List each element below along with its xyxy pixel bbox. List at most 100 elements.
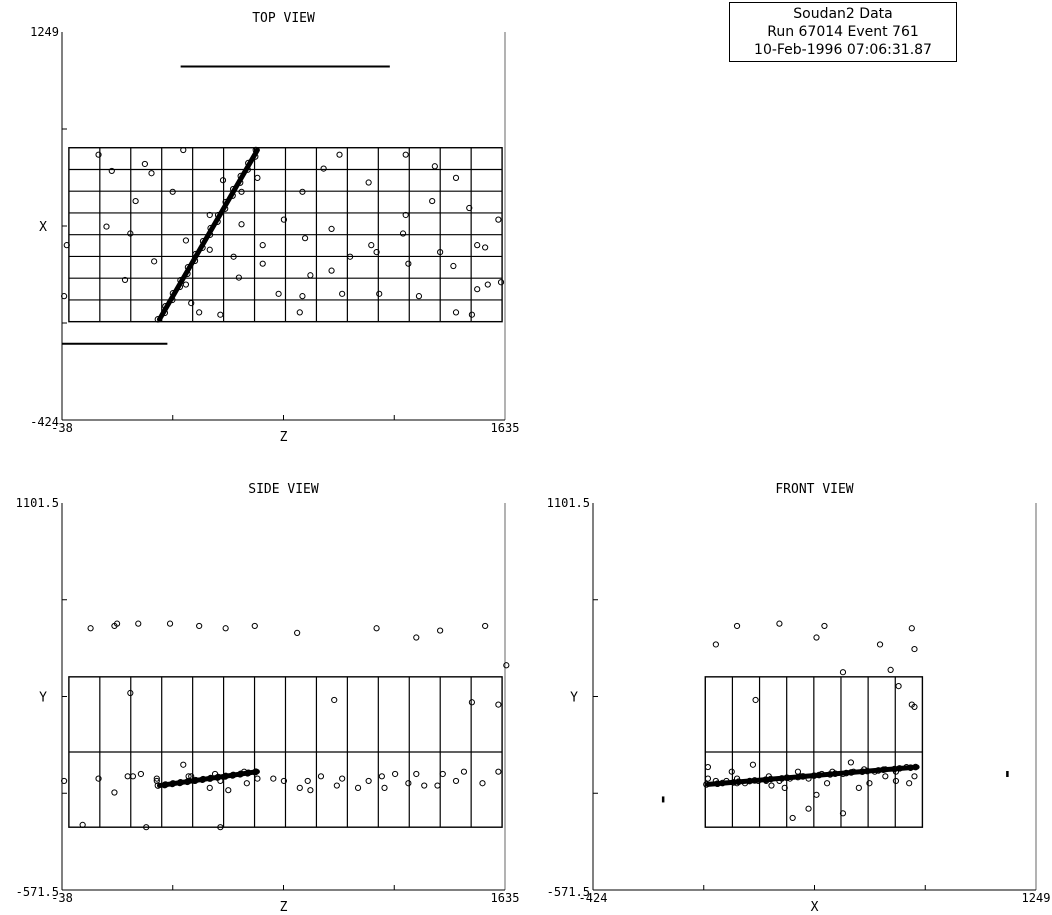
y-tick-label-min: -571.5 (16, 885, 59, 899)
hit-point (296, 784, 303, 791)
hit-point (450, 262, 457, 270)
track-hit (252, 146, 260, 154)
track-hit (162, 781, 169, 788)
hit-point (460, 768, 468, 775)
track-hit (831, 770, 839, 778)
hit-point (482, 244, 489, 251)
hit-point (169, 188, 176, 195)
hit-point (429, 197, 436, 205)
track-hit (230, 185, 237, 193)
side-view-panel: SIDE VIEW Z Y -38 1635 1101.5 -571.5 (16, 482, 520, 915)
track-hit (154, 316, 162, 323)
hit-point (137, 770, 145, 778)
track-hit (245, 159, 252, 167)
track-hit (206, 231, 214, 238)
x-tick-label-max: 1249 (1022, 891, 1051, 905)
track-hit (199, 244, 206, 252)
track-hit (237, 770, 245, 778)
track-hit (177, 779, 184, 786)
muon-track (705, 764, 920, 787)
x-tick-label-max: 1635 (491, 421, 520, 435)
track-hit (799, 773, 807, 780)
hit-point (468, 699, 476, 706)
hit-point (328, 225, 335, 232)
track-hit (222, 198, 230, 206)
y-axis-label: Y (570, 691, 578, 706)
track-hit (192, 250, 199, 258)
hit-point (153, 777, 160, 785)
hit-point (243, 780, 250, 787)
hit-point (196, 309, 203, 316)
hit-point (339, 290, 346, 297)
hit-point (495, 768, 502, 775)
hit-point (368, 242, 375, 249)
hit-point (503, 662, 510, 669)
hit-point (251, 622, 258, 630)
hit-point (280, 777, 287, 785)
hit-point (392, 770, 399, 778)
hit-point (911, 645, 918, 653)
track-hit (169, 290, 177, 297)
hit-point (813, 634, 820, 641)
y-tick-label-min: -571.5 (547, 885, 590, 899)
track-hit (229, 192, 236, 199)
hit-point (217, 824, 224, 831)
x-axis-label: Z (280, 900, 288, 915)
hit-point (180, 146, 187, 154)
hit-point (813, 791, 820, 798)
track-hit (214, 773, 222, 781)
hit-point (331, 696, 338, 704)
hit-point (61, 777, 68, 785)
y-axis-label: X (39, 220, 47, 235)
hit-point (206, 784, 213, 791)
hit-point (238, 188, 245, 195)
hit-point (452, 777, 460, 785)
hit-point (402, 211, 409, 219)
hit-point (882, 773, 889, 780)
hit-point (354, 784, 362, 791)
hit-point (876, 641, 884, 648)
hit-point (79, 821, 86, 828)
hit-point (61, 293, 68, 300)
track-hit (161, 309, 169, 317)
hit-point (821, 622, 828, 630)
hit-point (206, 211, 213, 219)
track-hit (251, 153, 259, 160)
hit-point (217, 311, 224, 318)
hit-point (307, 272, 314, 279)
hit-point (254, 775, 261, 782)
track-hit (221, 205, 229, 212)
top-view-panel: TOP VIEW Z X -38 1635 1249 -424 (30, 11, 519, 445)
hit-point (320, 165, 327, 172)
hit-point (887, 666, 894, 673)
hit-point (129, 773, 137, 780)
hit-point (728, 768, 735, 775)
hit-point (895, 682, 902, 690)
track-hit (184, 270, 191, 278)
track-hit (192, 776, 199, 784)
hit-point (434, 782, 441, 789)
hit-point (376, 290, 383, 297)
hit-point (823, 780, 831, 787)
hit-point (482, 622, 489, 630)
track-hit (230, 771, 237, 779)
hit-point (466, 204, 473, 212)
hit-point (474, 242, 481, 249)
chart-title: SIDE VIEW (248, 482, 319, 497)
hit-point (474, 286, 481, 293)
track-hit (735, 778, 742, 786)
hit-point (339, 775, 346, 782)
hit-point (225, 787, 232, 794)
hit-point (794, 768, 802, 775)
track-hit (184, 777, 192, 785)
hit-point (781, 784, 788, 791)
hit-point (235, 274, 242, 281)
hit-point (437, 627, 444, 634)
hit-point (108, 167, 115, 175)
hit-point (468, 311, 476, 318)
hit-point (789, 814, 796, 822)
hit-point (182, 281, 190, 288)
track-hit (880, 766, 887, 774)
track-hit (214, 218, 221, 225)
hit-point (712, 641, 719, 648)
